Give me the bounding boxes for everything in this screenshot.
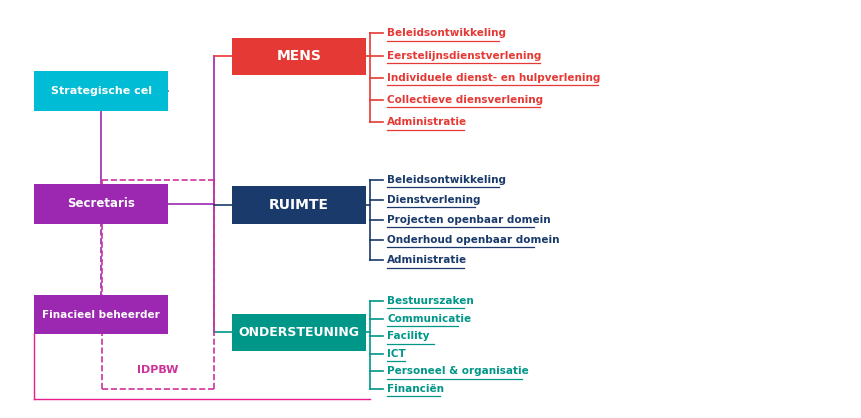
Text: Bestuurszaken: Bestuurszaken bbox=[387, 296, 474, 306]
Text: Projecten openbaar domein: Projecten openbaar domein bbox=[387, 215, 551, 225]
Text: Beleidsontwikkeling: Beleidsontwikkeling bbox=[387, 28, 506, 38]
FancyBboxPatch shape bbox=[232, 186, 366, 224]
Text: Communicatie: Communicatie bbox=[387, 314, 472, 324]
Text: Beleidsontwikkeling: Beleidsontwikkeling bbox=[387, 175, 506, 185]
Text: Dienstverlening: Dienstverlening bbox=[387, 195, 481, 205]
Text: Strategische cel: Strategische cel bbox=[51, 86, 152, 96]
Text: Collectieve diensverlening: Collectieve diensverlening bbox=[387, 95, 543, 105]
Text: Facility: Facility bbox=[387, 331, 430, 341]
Text: Financiën: Financiën bbox=[387, 384, 444, 394]
Text: Finacieel beheerder: Finacieel beheerder bbox=[42, 310, 160, 319]
Text: ONDERSTEUNING: ONDERSTEUNING bbox=[238, 326, 360, 339]
FancyBboxPatch shape bbox=[34, 184, 168, 224]
FancyBboxPatch shape bbox=[232, 314, 366, 351]
Text: ICT: ICT bbox=[387, 349, 406, 359]
Text: RUIMTE: RUIMTE bbox=[269, 198, 329, 212]
Text: Administratie: Administratie bbox=[387, 255, 468, 265]
Text: Administratie: Administratie bbox=[387, 117, 468, 127]
Text: Secretaris: Secretaris bbox=[67, 197, 135, 210]
FancyBboxPatch shape bbox=[34, 295, 168, 334]
Text: Onderhoud openbaar domein: Onderhoud openbaar domein bbox=[387, 235, 560, 245]
Text: MENS: MENS bbox=[276, 49, 322, 64]
Text: Individuele dienst- en hulpverlening: Individuele dienst- en hulpverlening bbox=[387, 73, 601, 83]
FancyBboxPatch shape bbox=[34, 71, 168, 111]
FancyBboxPatch shape bbox=[232, 38, 366, 75]
Text: IDPBW: IDPBW bbox=[137, 365, 178, 375]
Text: Personeel & organisatie: Personeel & organisatie bbox=[387, 366, 530, 376]
Text: Eerstelijnsdienstverlening: Eerstelijnsdienstverlening bbox=[387, 51, 542, 61]
